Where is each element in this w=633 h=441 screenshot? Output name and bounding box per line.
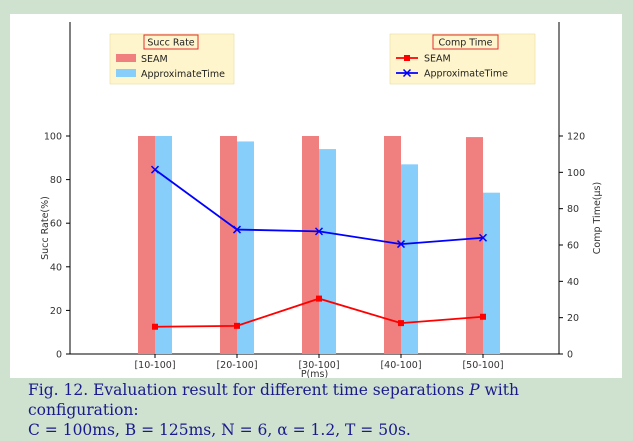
legend-line-label: ApproximateTime — [424, 69, 508, 80]
marker-approximatetime — [396, 240, 406, 249]
legend-line-marker — [402, 68, 412, 78]
bar-seam — [138, 136, 155, 354]
legend-lines-title: Comp Time — [439, 38, 493, 49]
left-tick-label: 20 — [50, 306, 62, 317]
legend-bars-title: Succ Rate — [147, 38, 194, 49]
marker-approximatetime — [150, 165, 160, 174]
right-tick-label: 40 — [567, 277, 579, 288]
caption-mid: with configuration: — [28, 381, 519, 419]
bar-approximatetime — [483, 192, 500, 354]
legend-bars-title-box — [143, 34, 199, 50]
bar-approximatetime — [319, 149, 336, 354]
legend-bar-swatch — [116, 69, 136, 77]
marker-seam — [234, 322, 240, 329]
marker-seam — [316, 295, 322, 302]
bar-approximatetime — [401, 164, 418, 354]
legend-bar-label: SEAM — [141, 54, 168, 65]
legend-line-marker — [404, 55, 410, 61]
caption-prefix: Fig. 12. Evaluation result for different… — [28, 381, 470, 399]
left-axis-label: Succ Rate(%) — [40, 196, 51, 260]
chart: 0 20 40 60 80 100 0 20 40 60 80 100 120 Succ Rate(%) C… — [40, 22, 603, 378]
x-tick-label: [10-100] — [134, 360, 175, 371]
bar-seam — [302, 136, 319, 354]
marker-approximatetime — [478, 233, 488, 242]
legend-bar-swatch — [116, 54, 136, 62]
bar-approximatetime — [237, 141, 254, 354]
left-tick-label: 0 — [56, 350, 62, 361]
x-tick-label: [30-100] — [298, 360, 339, 371]
caption-var-p: P — [469, 381, 480, 399]
legend-bar-label: ApproximateTime — [141, 69, 225, 80]
x-tick-label: [50-100] — [462, 360, 503, 371]
x-tick-label: [40-100] — [380, 360, 421, 371]
bar-seam — [220, 136, 237, 354]
x-tick-label: [20-100] — [216, 360, 257, 371]
left-tick-label: 60 — [50, 219, 62, 230]
right-tick-label: 100 — [567, 168, 585, 179]
marker-seam — [480, 313, 486, 320]
left-tick-label: 100 — [44, 132, 62, 143]
legend-lines-title-box — [432, 34, 499, 50]
bar-seam — [466, 137, 483, 354]
left-tick-label: 80 — [50, 175, 62, 186]
figure-caption: Fig. 12. Evaluation result for different… — [28, 380, 618, 440]
chart-panel: 0 20 40 60 80 100 0 20 40 60 80 100 120 Succ Rate(%) C… — [10, 14, 622, 378]
marker-seam — [152, 323, 158, 330]
bar-seam — [384, 136, 401, 354]
bar-approximatetime — [155, 136, 172, 354]
left-tick-label: 40 — [50, 262, 62, 273]
legend-lines-box — [389, 33, 536, 85]
right-tick-label: 20 — [567, 313, 579, 324]
right-tick-label: 80 — [567, 204, 579, 215]
right-tick-label: 0 — [567, 350, 573, 361]
right-tick-label: 60 — [567, 241, 579, 252]
legend-line-label: SEAM — [424, 54, 451, 65]
right-tick-label: 120 — [567, 132, 585, 143]
caption-line2: C = 100ms, B = 125ms, N = 6, α = 1.2, T … — [28, 421, 411, 439]
marker-seam — [398, 320, 404, 327]
marker-approximatetime — [232, 225, 242, 234]
x-axis-label: P(ms) — [301, 369, 328, 378]
right-axis-label: Comp Time(μs) — [592, 182, 603, 254]
marker-approximatetime — [314, 227, 324, 236]
